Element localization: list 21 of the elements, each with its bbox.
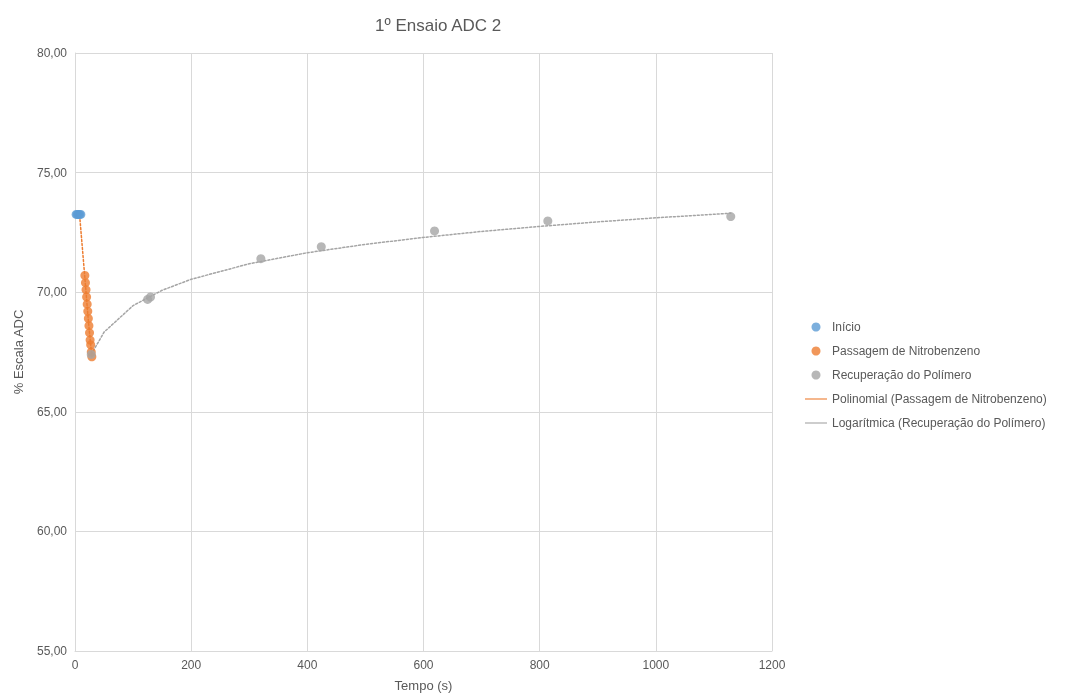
legend-label: Início (832, 320, 862, 334)
x-tick-label: 800 (529, 658, 550, 672)
y-tick-label: 55,00 (36, 644, 68, 658)
y-axis-title: % Escala ADC (11, 309, 26, 395)
legend-label: Polinomial (Passagem de Nitrobenzeno) (832, 392, 1047, 406)
x-axis-title: Tempo (s) (394, 678, 453, 693)
legend-label: Recuperação do Polímero (832, 368, 972, 382)
x-tick-label: 1000 (642, 658, 670, 672)
x-tick-label: 600 (413, 658, 434, 672)
legend-label: Passagem de Nitrobenzeno (832, 344, 981, 358)
x-tick-label: 200 (181, 658, 202, 672)
x-tick-label: 0 (71, 658, 79, 672)
legend-label: Logarítmica (Recuperação do Polímero) (832, 416, 1046, 430)
y-tick-label: 80,00 (36, 46, 68, 60)
y-tick-label: 65,00 (36, 404, 68, 419)
x-tick-label: 400 (297, 658, 318, 672)
x-tick-label: 1200 (758, 658, 786, 672)
chart-title: 1º Ensaio ADC 2 (375, 16, 502, 35)
y-tick-label: 75,00 (36, 165, 68, 180)
y-tick-label: 70,00 (36, 285, 68, 300)
y-tick-label: 60,00 (36, 524, 68, 539)
